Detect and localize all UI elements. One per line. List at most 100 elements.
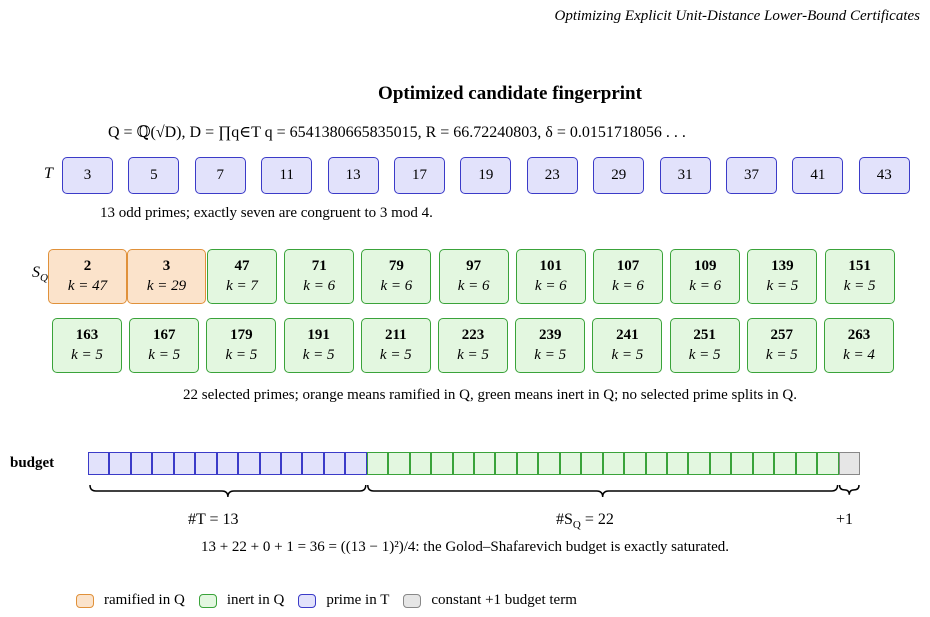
budget-cell: [581, 452, 603, 475]
budget-cell: [216, 452, 239, 475]
prime-value: 71: [311, 258, 327, 274]
legend-label: inert in Q: [226, 592, 285, 608]
budget-cell: [259, 452, 281, 475]
s-prime: 257 k = 5: [746, 318, 817, 373]
t-prime: 13: [327, 157, 379, 194]
s-prime: 167 k = 5: [129, 318, 200, 373]
prime-k: k = 29: [146, 278, 187, 294]
legend-label: prime in T: [326, 592, 390, 608]
legend-swatch: [298, 593, 317, 608]
budget-cell: [752, 452, 775, 475]
prime-k: k = 6: [303, 278, 336, 294]
s-prime: 251 k = 5: [669, 318, 740, 373]
budget-cell: [130, 452, 153, 475]
s-count-sub: Q: [572, 519, 581, 532]
prime-value: 239: [538, 327, 562, 343]
budget-cell: [281, 452, 303, 475]
budget-cell: [795, 452, 818, 475]
prime-k: k = 5: [611, 347, 644, 363]
prime-k: k = 5: [765, 347, 798, 363]
prime-k: k = 47: [67, 278, 108, 294]
budget-cell: [709, 452, 732, 475]
prime-value: 47: [234, 258, 250, 274]
prime-value: 109: [693, 258, 717, 274]
prime-value: 223: [461, 327, 485, 343]
t-prime: 19: [460, 157, 512, 194]
prime-k: k = 5: [534, 347, 567, 363]
budget-cell: [602, 452, 625, 475]
prime-k: k = 4: [843, 347, 875, 363]
budget-cell: [238, 452, 260, 475]
s-prime: 97 k = 6: [438, 249, 509, 304]
budget-cell: [624, 452, 646, 475]
legend-swatch: [76, 593, 94, 608]
prime-value: 151: [848, 258, 871, 274]
prime-k: k = 5: [225, 347, 258, 363]
legend-label: constant +1 budget term: [431, 592, 577, 608]
prime-k: k = 5: [302, 347, 335, 363]
legend-label: ramified in Q: [104, 592, 185, 608]
budget-cell: [409, 452, 432, 475]
s-prime: 151 k = 5: [824, 249, 895, 304]
t-prime: 7: [194, 157, 246, 194]
s-caption: 22 selected primes; orange means ramifie…: [183, 387, 797, 403]
prime-value: 179: [230, 327, 253, 343]
formula: Q = ℚ(√D), D = ∏q∈T q = 6541380665835015…: [108, 124, 686, 141]
const-count: +1: [836, 511, 854, 528]
prime-k: k = 5: [71, 347, 103, 363]
prime-value: 107: [616, 258, 640, 274]
s-count-main: #S: [556, 511, 573, 528]
s-label-main: S: [32, 264, 40, 281]
budget-cell: [452, 452, 474, 475]
figure-title: Optimized candidate fingerprint: [378, 83, 642, 104]
s-prime: 223 k = 5: [438, 318, 508, 373]
t-prime: 29: [593, 157, 645, 194]
prime-k: k = 6: [380, 278, 413, 294]
legend: ramified in Q inert in Q prime in T constan…: [76, 592, 577, 609]
prime-k: k = 6: [534, 278, 567, 294]
budget-cell: [516, 452, 539, 475]
prime-value: 167: [152, 327, 176, 343]
prime-value: 139: [771, 258, 794, 274]
s-count: #SQ = 22: [556, 511, 614, 531]
t-prime: 17: [394, 157, 445, 194]
prime-value: 2: [83, 258, 92, 274]
budget-cell: [559, 452, 582, 475]
t-prime: 5: [128, 157, 180, 194]
s-prime: 109 k = 6: [670, 249, 741, 304]
prime-k: k = 5: [379, 347, 412, 363]
t-prime: 3: [62, 157, 113, 194]
s-prime: 211 k = 5: [360, 318, 431, 373]
s-prime: 107 k = 6: [593, 249, 663, 304]
budget-cell: [817, 452, 839, 475]
brace: [838, 484, 860, 495]
prime-value: 163: [75, 327, 99, 343]
t-caption: 13 odd primes; exactly seven are congrue…: [100, 205, 433, 221]
t-label: T: [44, 165, 53, 182]
budget-cell: [538, 452, 560, 475]
s-label-sub: Q: [40, 272, 48, 285]
brace: [89, 484, 367, 498]
s-prime: 101 k = 6: [515, 249, 586, 304]
prime-k: k = 5: [766, 278, 799, 294]
legend-swatch: [198, 593, 217, 608]
prime-k: k = 7: [226, 278, 258, 294]
prime-value: 263: [847, 327, 871, 343]
prime-value: 211: [384, 327, 407, 343]
prime-value: 191: [307, 327, 330, 343]
s-prime: 2 k = 47: [48, 249, 127, 304]
budget-label: budget: [10, 455, 55, 471]
budget-cell: [838, 452, 860, 475]
s-prime: 191 k = 5: [283, 318, 354, 373]
budget-cell: [345, 452, 367, 475]
t-count: #T = 13: [188, 511, 239, 528]
budget-cell: [474, 452, 496, 475]
prime-value: 3: [162, 258, 171, 274]
s-count-rest: = 22: [580, 511, 614, 528]
prime-value: 251: [693, 327, 716, 343]
prime-value: 101: [539, 258, 563, 274]
prime-k: k = 5: [688, 347, 721, 363]
budget-cell: [731, 452, 753, 475]
